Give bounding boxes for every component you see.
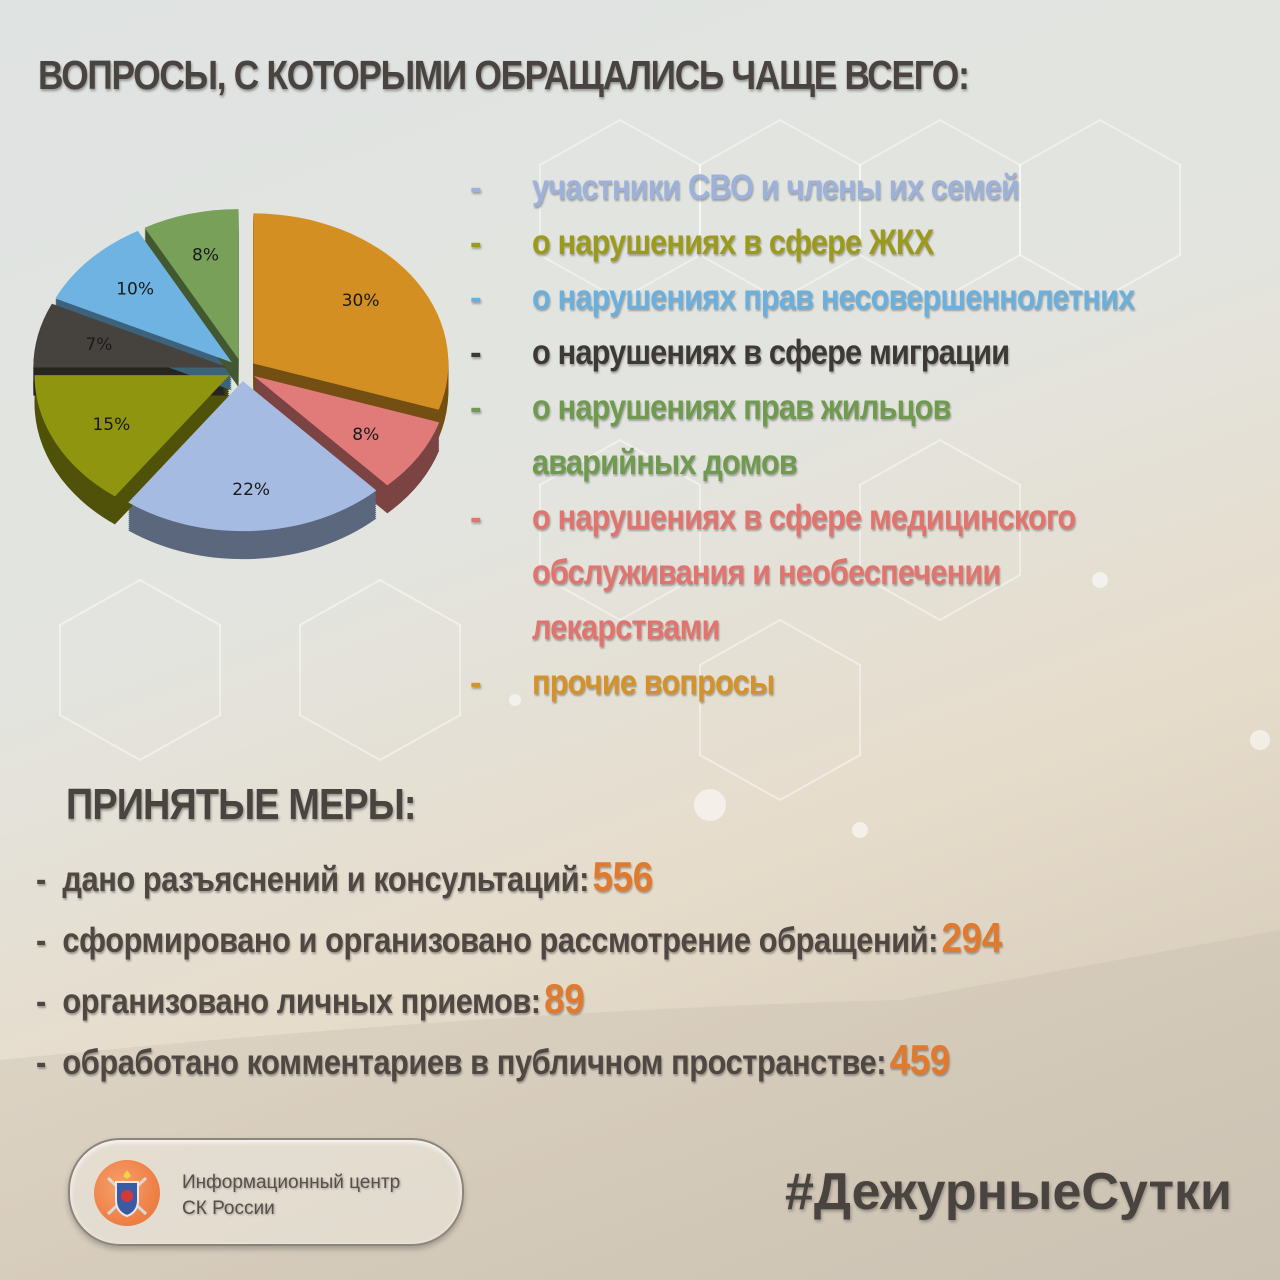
pie-data-label: 8% [192,246,219,266]
measure-item: - организовано личных приемов: 89 [36,970,1002,1031]
legend-dash: - [470,663,482,702]
pie-slice [34,375,230,497]
measure-label: организовано личных приемов: [62,982,541,1021]
legend-dash: - [470,223,482,262]
pie-slice [253,213,449,410]
legend-item: - о нарушениях прав несовершеннолетних [470,270,1270,325]
measure-label: обработано комментариев в публичном прос… [62,1043,887,1082]
legend-label: о нарушениях в сфере миграции [532,333,1010,372]
legend-dash: - [470,498,482,537]
pie-data-label: 10% [116,279,154,299]
sk-russia-emblem-icon [94,1160,160,1226]
legend-item: - участники СВО и члены их семей [470,160,1270,215]
measure-value: 89 [544,975,585,1022]
legend-item: - о нарушениях в сфере медицинского обслу… [470,490,1270,655]
pie-chart: 30% 8% 22% 15% 7% 10% 8% [33,209,449,560]
legend-label: о нарушениях прав жильцов аварийных домо… [532,388,952,482]
measure-dash: - [36,921,46,960]
page-title: ВОПРОСЫ, С КОТОРЫМИ ОБРАЩАЛИСЬ ЧАЩЕ ВСЕГ… [38,52,970,98]
legend-item: - о нарушениях прав жильцов аварийных дом… [470,380,1270,490]
legend-item: - о нарушениях в сфере миграции [470,325,1270,380]
logo-badge[interactable]: Информационный центр СК России [68,1138,464,1246]
hashtag: #ДежурныеСутки [784,1163,1232,1221]
pie-slice [253,376,440,486]
measure-value: 294 [941,914,1002,961]
legend-label: участники СВО и члены их семей [532,168,1020,207]
legend-dash: - [470,333,482,372]
legend-dash: - [470,388,482,427]
measure-item: - сформировано и организовано рассмотрени… [36,909,1002,970]
pie-data-label: 30% [342,291,380,311]
measure-label: дано разъяснений и консультаций: [62,860,589,899]
measure-item: - обработано комментариев в публичном про… [36,1031,1002,1092]
logo-line-2: СК России [182,1198,275,1219]
legend: - участники СВО и члены их семей - о наруше… [470,160,1270,710]
pie-data-label: 22% [232,480,270,500]
measure-label: сформировано и организовано рассмотрение… [62,921,938,960]
pie-data-label: 7% [85,335,112,355]
legend-item: - прочие вопросы [470,655,1270,710]
measure-dash: - [36,982,46,1021]
legend-dash: - [470,168,482,207]
pie-slice [128,381,377,532]
pie-slice [144,209,239,360]
pie-slice [33,303,229,368]
legend-label: о нарушениях прав несовершеннолетних [532,278,1135,317]
pie-data-label: 8% [352,425,379,445]
measure-item: - дано разъяснений и консультаций: 556 [36,848,1002,909]
measure-value: 459 [889,1036,951,1083]
legend-label: прочие вопросы [532,663,775,702]
measure-dash: - [36,860,46,899]
pie-slice [55,230,232,363]
pie-data-label: 15% [92,415,130,435]
logo-line-1: Информационный центр [182,1172,401,1193]
legend-label: о нарушениях в сфере медицинского обслуж… [532,498,1076,647]
measure-value: 556 [592,853,654,900]
measures-list: - дано разъяснений и консультаций: 556- сфо… [36,848,1134,1092]
measure-dash: - [36,1043,46,1082]
legend-dash: - [470,278,482,317]
measures-title: ПРИНЯТЫЕ МЕРЫ: [66,780,417,829]
legend-item: - о нарушениях в сфере ЖКХ [470,215,1270,270]
legend-label: о нарушениях в сфере ЖКХ [532,223,934,262]
